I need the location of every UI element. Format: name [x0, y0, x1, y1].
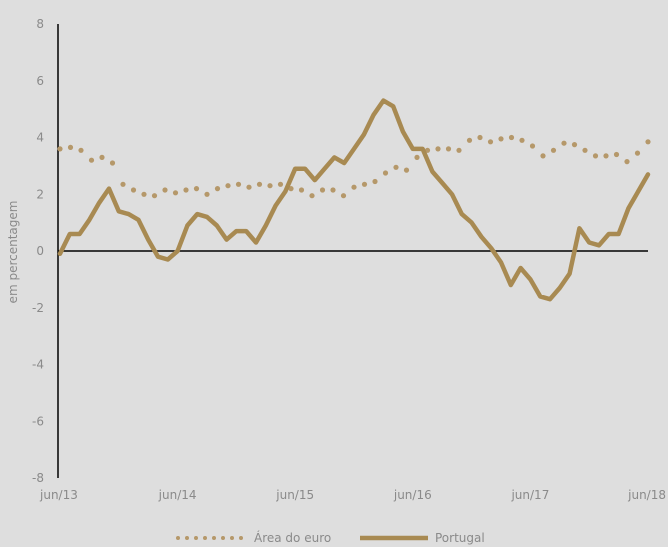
euro-area-point	[519, 137, 525, 143]
euro-area-point	[550, 147, 557, 153]
legend-label-euro: Área do euro	[254, 530, 331, 545]
euro-area-point	[613, 151, 620, 158]
x-axis-ticks: jun/13 jun/14 jun/15 jun/16 jun/17 jun/18	[39, 488, 666, 502]
legend-marker-euro	[230, 536, 234, 540]
euro-area-point	[456, 147, 462, 153]
euro-area-point	[435, 146, 441, 152]
euro-area-point	[319, 187, 326, 193]
euro-area-point	[477, 134, 483, 141]
euro-area-point	[582, 147, 588, 153]
euro-area-point	[414, 154, 420, 160]
euro-area-point	[99, 154, 105, 160]
y-tick-label: 2	[36, 187, 44, 201]
legend-marker-euro	[185, 536, 189, 540]
x-tick-label: jun/17	[510, 488, 549, 502]
euro-area-point	[393, 164, 399, 170]
euro-area-point	[508, 134, 515, 141]
x-tick-label: jun/15	[275, 488, 314, 502]
euro-area-point	[88, 157, 95, 163]
y-tick-label: -8	[32, 471, 44, 485]
euro-area-point	[372, 178, 378, 185]
series-group	[57, 98, 651, 302]
legend-marker-euro	[212, 536, 216, 540]
x-tick-label: jun/18	[627, 488, 666, 502]
euro-area-point	[193, 186, 200, 192]
x-tick-label: jun/16	[393, 488, 432, 502]
legend-marker-euro	[194, 536, 198, 540]
euro-area-point	[172, 190, 179, 196]
euro-area-point	[645, 139, 651, 145]
legend-label-portugal: Portugal	[435, 531, 485, 545]
euro-area-point	[288, 186, 294, 192]
euro-area-point	[267, 183, 273, 189]
euro-area-point	[466, 137, 473, 143]
euro-area-point	[57, 146, 63, 152]
euro-area-point	[162, 187, 168, 193]
legend-marker-euro	[176, 536, 180, 540]
euro-area-point	[592, 153, 599, 159]
y-tick-label: 6	[36, 74, 44, 88]
euro-area-point	[204, 191, 210, 197]
x-tick-label: jun/13	[39, 488, 78, 502]
y-axis-ticks: 8 6 4 2 0 -2 -4 -6 -8	[32, 17, 44, 485]
euro-area-point	[403, 167, 410, 173]
euro-area-point	[246, 184, 252, 190]
euro-area-point	[498, 136, 504, 142]
euro-area-point	[109, 160, 116, 166]
y-tick-label: 0	[36, 244, 44, 258]
euro-area-point	[151, 193, 158, 199]
euro-area-point	[298, 187, 305, 193]
legend-marker-euro	[203, 536, 207, 540]
euro-area-point	[603, 153, 609, 159]
y-tick-label: -6	[32, 414, 44, 428]
y-tick-label: 4	[36, 131, 44, 145]
euro-area-point	[309, 193, 315, 199]
euro-area-point	[130, 187, 137, 193]
euro-area-point	[120, 181, 126, 187]
euro-area-point	[487, 139, 494, 145]
euro-area-point	[540, 153, 546, 159]
y-axis-label: em percentagem	[6, 201, 20, 304]
y-tick-label: -2	[32, 301, 44, 315]
euro-area-point	[561, 140, 567, 146]
legend-marker-euro	[221, 536, 225, 540]
euro-area-point	[382, 170, 389, 176]
euro-area-point	[529, 143, 536, 149]
euro-area-point	[225, 183, 231, 189]
euro-area-point	[571, 142, 578, 148]
euro-area-point	[330, 187, 336, 193]
x-tick-label: jun/14	[158, 488, 197, 502]
euro-area-point	[183, 187, 189, 193]
euro-area-point	[78, 147, 84, 153]
euro-area-point	[235, 181, 242, 187]
euro-area-point	[340, 193, 347, 199]
legend: Área do euro Portugal	[176, 530, 485, 545]
euro-area-point	[634, 150, 641, 156]
y-tick-label: -4	[32, 358, 44, 372]
euro-area-point	[277, 181, 284, 187]
euro-area-point	[256, 181, 263, 187]
euro-area-point	[624, 159, 630, 165]
y-tick-label: 8	[36, 17, 44, 31]
euro-area-point	[361, 181, 368, 187]
legend-marker-euro	[239, 536, 243, 540]
euro-area-point	[351, 184, 357, 190]
euro-area-point	[67, 144, 74, 150]
euro-area-point	[214, 186, 221, 192]
euro-area-point	[141, 191, 147, 197]
portugal-line	[57, 98, 651, 302]
euro-area-point	[445, 146, 452, 152]
